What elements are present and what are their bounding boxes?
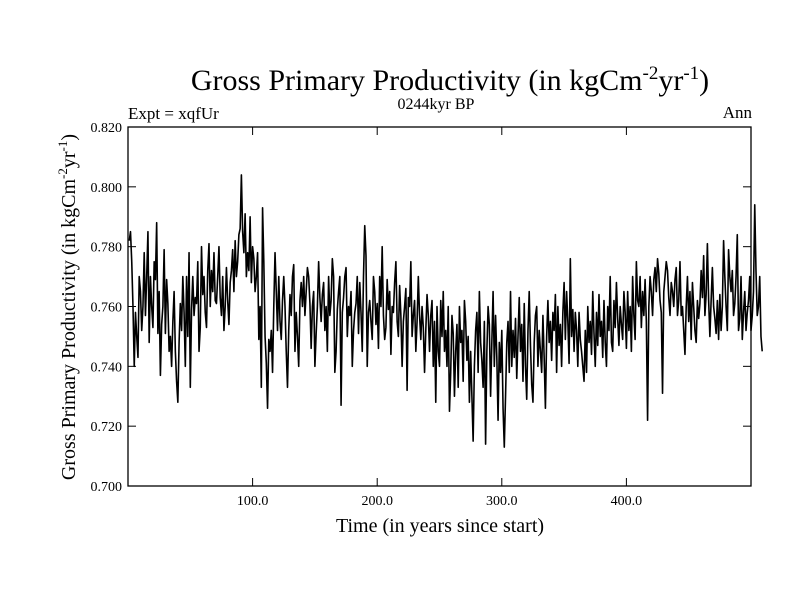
- subtitle-center: 0244kyr BP: [398, 96, 475, 113]
- y-tick-label: 0.760: [91, 301, 123, 316]
- x-axis-ticks: 100.0 200.0 300.0 400.0: [237, 127, 642, 509]
- x-tick-label: 200.0: [361, 494, 393, 509]
- x-axis-label: Time (in years since start): [336, 515, 544, 537]
- chart-title: Gross Primary Productivity (in kgCm-2yr-…: [191, 63, 709, 97]
- y-axis-label: Gross Primary Productivity (in kgCm-2yr-…: [55, 134, 80, 480]
- x-tick-label: 400.0: [611, 494, 643, 509]
- subtitle-right: Ann: [723, 103, 753, 122]
- y-tick-label: 0.820: [91, 121, 123, 136]
- series-line-gpp: [128, 174, 764, 448]
- y-tick-label: 0.720: [91, 420, 123, 435]
- x-tick-label: 300.0: [486, 494, 518, 509]
- series-group: [128, 174, 764, 448]
- subtitle-left: Expt = xqfUr: [128, 104, 219, 123]
- y-tick-label: 0.780: [91, 241, 123, 256]
- y-tick-label: 0.700: [91, 480, 123, 495]
- y-axis-ticks: 0.700 0.720 0.740 0.760 0.780 0.800 0.820: [91, 121, 751, 495]
- x-tick-label: 100.0: [237, 494, 269, 509]
- y-tick-label: 0.800: [91, 181, 123, 196]
- y-tick-label: 0.740: [91, 360, 123, 375]
